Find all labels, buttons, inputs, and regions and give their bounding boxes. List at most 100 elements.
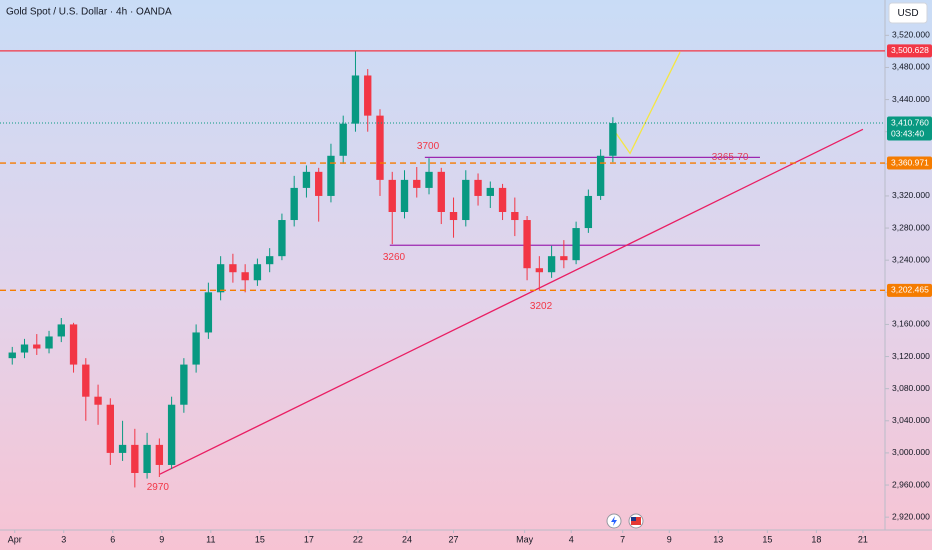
y-tick-label: 3,120.000 — [892, 351, 930, 361]
x-tick-label: 21 — [858, 534, 868, 544]
x-tick-label: 9 — [667, 534, 672, 544]
x-tick-label: 22 — [353, 534, 363, 544]
annotation: 2970 — [147, 482, 170, 493]
y-tick-label: 3,320.000 — [892, 190, 930, 200]
candle-body — [609, 123, 617, 156]
candle-body — [290, 187, 298, 221]
candle-body — [229, 264, 237, 273]
candle-body — [192, 332, 200, 365]
y-tick-label: 3,160.000 — [892, 319, 930, 329]
candle-body — [253, 264, 262, 281]
x-tick-label: 27 — [449, 534, 459, 544]
candle-body — [413, 179, 421, 188]
x-tick-label: 17 — [304, 534, 314, 544]
annotation: 3202 — [530, 301, 553, 312]
y-tick-label: 3,040.000 — [892, 415, 930, 425]
candle-body — [167, 404, 176, 465]
candle-body — [69, 324, 78, 365]
candle-body — [327, 155, 335, 196]
x-tick-label: 6 — [110, 534, 115, 544]
price-level-box — [887, 283, 932, 297]
price-level-label: 3,360.971 — [891, 157, 929, 167]
y-tick-label: 3,240.000 — [892, 254, 930, 264]
candle-body — [547, 256, 556, 273]
candle-body — [498, 187, 507, 212]
candle-body — [560, 256, 568, 261]
currency-label[interactable]: USD — [897, 8, 918, 19]
candle-body — [20, 344, 29, 353]
event-icon-glyph — [631, 517, 636, 521]
annotation: 3700 — [417, 141, 440, 152]
event-icon-glyph — [611, 516, 617, 526]
candle-body — [584, 195, 593, 229]
x-tick-label: 3 — [61, 534, 66, 544]
candle-body — [462, 179, 470, 221]
candle-body — [131, 444, 139, 473]
candle-body — [523, 220, 531, 269]
candle-body — [241, 272, 249, 281]
candle-body — [376, 115, 384, 180]
price-level-label: 3,500.628 — [891, 45, 929, 55]
candle-body — [143, 444, 151, 473]
y-tick-label: 3,520.000 — [892, 30, 930, 40]
price-level-label: 3,410.760 — [891, 117, 929, 127]
candle-body — [216, 264, 225, 293]
x-tick-label: 4 — [569, 534, 574, 544]
drawn-line — [159, 128, 864, 475]
candle-body — [596, 155, 605, 196]
x-tick-label: 24 — [402, 534, 412, 544]
price-level-box — [887, 156, 932, 170]
annotation: 3260 — [383, 252, 406, 263]
candle-body — [204, 292, 213, 333]
y-tick-label: 2,960.000 — [892, 479, 930, 489]
candle-body — [265, 256, 274, 265]
candle-body — [33, 344, 41, 349]
candle-body — [486, 187, 494, 196]
chart-title: Gold Spot / U.S. Dollar · 4h · OANDA — [6, 7, 172, 18]
y-tick-label: 3,080.000 — [892, 383, 930, 393]
y-tick-label: 2,920.000 — [892, 511, 930, 521]
x-tick-label: May — [516, 534, 534, 544]
price-level-countdown: 03:43:40 — [891, 128, 924, 138]
x-tick-label: 7 — [620, 534, 625, 544]
x-tick-label: 11 — [206, 534, 215, 544]
plot — [8, 51, 864, 488]
candle-body — [511, 212, 519, 221]
x-tick-label: 18 — [811, 534, 821, 544]
drawn-line — [611, 51, 681, 155]
y-tick-label: 3,000.000 — [892, 447, 930, 457]
candle-body — [94, 396, 102, 405]
candle-body — [351, 75, 360, 124]
candle-body — [388, 179, 396, 212]
candle-body — [302, 171, 311, 188]
candle-body — [400, 179, 409, 212]
currency-button[interactable] — [888, 2, 928, 24]
price-level-label: 3,202.465 — [891, 285, 929, 295]
candle-body — [437, 171, 445, 212]
candle-body — [449, 212, 458, 221]
candle-body — [425, 171, 433, 188]
candle-body — [339, 123, 347, 156]
candle-body — [572, 228, 580, 261]
candle-body — [278, 220, 286, 257]
candle-body — [180, 364, 188, 405]
x-tick-label: 15 — [762, 534, 772, 544]
candle-body — [118, 444, 127, 453]
price-level-box — [887, 44, 932, 58]
candle-body — [364, 75, 372, 116]
candle-body — [57, 324, 65, 337]
candle-body — [535, 268, 544, 273]
x-tick-label: 15 — [255, 534, 265, 544]
x-tick-label: Apr — [8, 534, 22, 544]
candle-body — [106, 404, 114, 453]
y-tick-label: 3,480.000 — [892, 62, 930, 72]
y-tick-label: 3,440.000 — [892, 94, 930, 104]
candle-body — [155, 444, 164, 465]
candle-body — [315, 171, 323, 196]
x-tick-label: 9 — [159, 534, 164, 544]
candle-body — [45, 336, 53, 349]
price-level-box — [887, 116, 932, 141]
x-tick-label: 13 — [713, 534, 723, 544]
